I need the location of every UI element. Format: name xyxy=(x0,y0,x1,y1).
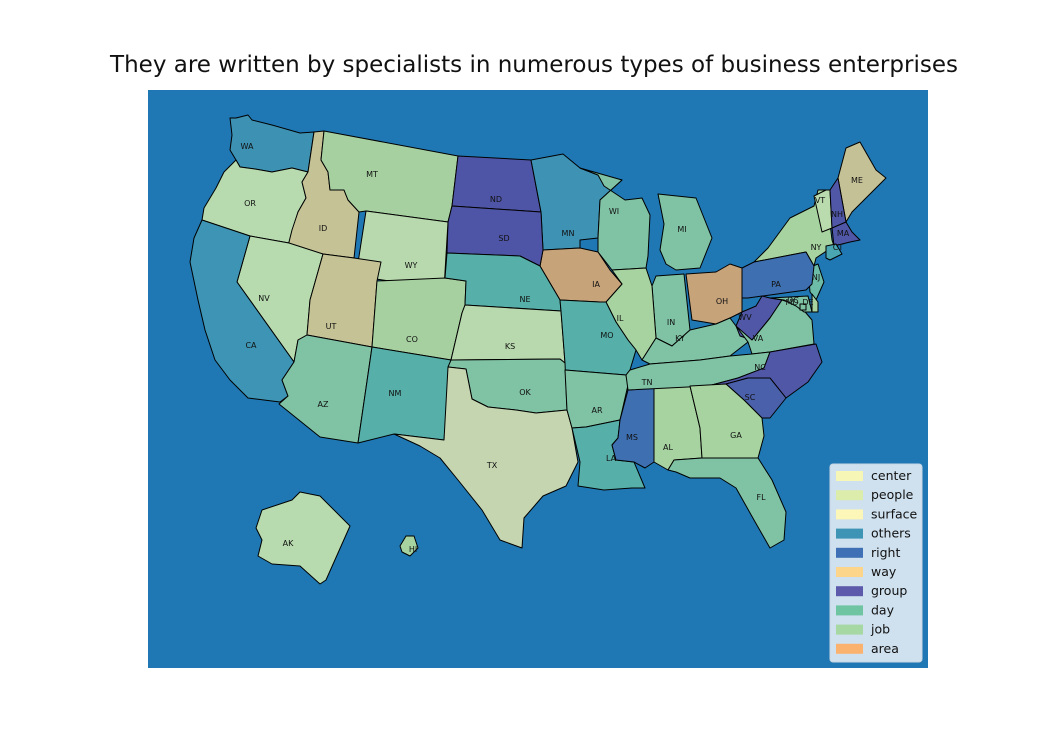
state-dc xyxy=(799,303,807,311)
state-label-la: LA xyxy=(606,454,617,463)
state-ga xyxy=(689,383,765,459)
state-oh xyxy=(685,263,743,325)
state-labels-layer: WA OR ID MT ND MN WI MI NY VT ME NH MA CT NJ PA OH IN IL IA… xyxy=(241,142,863,554)
legend-swatch-job xyxy=(836,624,863,635)
state-ks xyxy=(450,304,566,364)
state-label-ok: OK xyxy=(519,388,531,397)
state-label-fl: FL xyxy=(756,493,766,502)
state-mi xyxy=(657,193,713,271)
state-label-vt: VT xyxy=(815,196,825,205)
state-ca xyxy=(189,219,295,403)
legend-swatch-group xyxy=(836,586,863,597)
state-nm xyxy=(357,346,452,444)
legend-swatch-right xyxy=(836,547,863,558)
state-label-ga: GA xyxy=(730,431,742,440)
state-label-il: IL xyxy=(617,314,624,323)
state-fl xyxy=(667,457,787,549)
legend-label-area: area xyxy=(871,641,899,656)
state-label-ky: KY xyxy=(675,334,685,343)
legend-label-people: people xyxy=(871,487,914,502)
legend-label-day: day xyxy=(871,602,895,617)
state-hi xyxy=(399,535,419,557)
legend-label-center: center xyxy=(871,468,912,483)
legend-swatch-area xyxy=(836,643,863,654)
state-label-wv: WV xyxy=(738,313,752,322)
state-label-md: MD xyxy=(785,298,798,307)
legend-swatch-way xyxy=(836,567,863,577)
state-label-dc: DC xyxy=(787,296,799,305)
state-label-ca: CA xyxy=(245,341,257,350)
state-ar xyxy=(564,369,629,429)
legend-swatch-surface xyxy=(836,509,863,520)
state-label-ar: AR xyxy=(591,406,602,415)
state-label-wi: WI xyxy=(609,207,619,216)
legend-swatch-center xyxy=(836,471,863,481)
state-label-co: CO xyxy=(406,335,418,344)
state-label-id: ID xyxy=(319,224,328,233)
state-label-hi: HI xyxy=(409,545,417,554)
state-label-mn: MN xyxy=(562,229,575,238)
state-ct xyxy=(825,243,843,261)
state-label-ak: AK xyxy=(283,539,294,548)
state-label-sd: SD xyxy=(498,234,509,243)
state-label-ma: MA xyxy=(837,229,850,238)
state-label-me: ME xyxy=(851,176,863,185)
state-label-ny: NY xyxy=(811,243,822,252)
legend-swatch-others xyxy=(836,528,863,539)
state-label-tn: TN xyxy=(641,378,653,387)
state-ak xyxy=(255,491,351,585)
state-co xyxy=(371,277,467,361)
state-label-sc: SC xyxy=(745,393,756,402)
state-label-nh: NH xyxy=(831,210,843,219)
state-va xyxy=(735,299,815,355)
state-mo xyxy=(559,299,637,376)
state-label-wa: WA xyxy=(241,142,254,151)
state-label-va: VA xyxy=(753,334,764,343)
legend-swatch-day xyxy=(836,605,863,616)
state-label-or: OR xyxy=(244,199,256,208)
state-label-al: AL xyxy=(663,443,673,452)
state-label-nd: ND xyxy=(490,195,502,204)
state-label-ia: IA xyxy=(592,280,600,289)
state-wi xyxy=(579,167,651,271)
legend: center people surface others right way group da… xyxy=(829,463,923,663)
state-pa xyxy=(741,251,815,299)
state-label-az: AZ xyxy=(318,400,329,409)
legend-label-way: way xyxy=(871,564,897,579)
state-label-nv: NV xyxy=(258,294,270,303)
state-label-oh: OH xyxy=(716,297,728,306)
state-label-mt: MT xyxy=(366,170,378,179)
state-label-tx: TX xyxy=(486,461,498,470)
legend-label-right: right xyxy=(871,545,900,560)
state-label-wy: WY xyxy=(405,261,418,270)
state-label-nc: NC xyxy=(754,363,766,372)
state-label-mi: MI xyxy=(677,225,686,234)
state-label-nj: NJ xyxy=(812,273,820,282)
state-label-mo: MO xyxy=(600,331,613,340)
legend-label-job: job xyxy=(870,622,890,637)
state-label-ne: NE xyxy=(519,295,530,304)
legend-label-others: others xyxy=(871,526,911,541)
state-label-de: DE xyxy=(802,298,813,307)
state-de xyxy=(811,293,819,313)
state-label-ct: CT xyxy=(833,243,844,252)
states-layer xyxy=(189,114,887,585)
legend-label-surface: surface xyxy=(871,506,918,521)
state-label-in: IN xyxy=(667,318,675,327)
state-tx xyxy=(393,366,579,549)
legend-swatch-people xyxy=(836,490,863,501)
legend-label-group: group xyxy=(871,583,907,598)
state-me xyxy=(837,141,887,223)
state-label-ms: MS xyxy=(626,433,638,442)
state-label-ut: UT xyxy=(326,322,337,331)
state-label-ks: KS xyxy=(505,342,515,351)
map-title: They are written by specialists in numer… xyxy=(110,52,958,78)
state-label-nm: NM xyxy=(389,389,402,398)
state-label-pa: PA xyxy=(771,280,781,289)
